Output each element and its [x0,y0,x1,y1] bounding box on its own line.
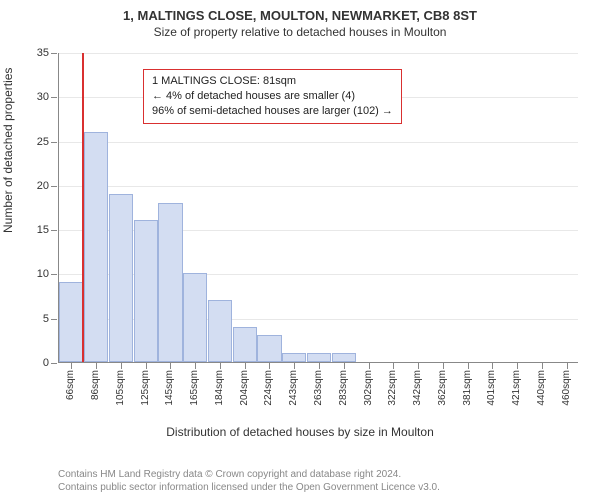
y-tick-label: 5 [43,313,49,325]
histogram-bar [257,335,281,362]
histogram-bar [208,300,232,362]
y-axis-title: Number of detached properties [1,68,15,233]
histogram-bar [183,273,207,362]
x-tick [492,363,493,369]
footer-attribution: Contains HM Land Registry data © Crown c… [58,468,440,494]
annotation-box: 1 MALTINGS CLOSE: 81sqm ← 4% of detached… [143,69,402,124]
property-marker-line [82,53,84,362]
histogram-bar [282,353,306,362]
x-tick-label: 421sqm [511,370,522,406]
x-tick-label: 342sqm [412,370,423,406]
y-tick [51,274,57,275]
x-tick [220,363,221,369]
y-tick-label: 20 [37,180,49,192]
x-tick-label: 302sqm [363,370,374,406]
gridline-h [59,186,578,187]
histogram-bar [84,132,108,362]
x-tick [146,363,147,369]
x-tick [369,363,370,369]
x-tick [121,363,122,369]
x-tick [517,363,518,369]
x-tick [245,363,246,369]
y-tick [51,230,57,231]
x-tick-label: 460sqm [561,370,572,406]
x-tick [542,363,543,369]
x-tick [195,363,196,369]
x-axis-title: Distribution of detached houses by size … [0,423,600,439]
annotation-line: 1 MALTINGS CLOSE: 81sqm [152,74,393,89]
x-tick [418,363,419,369]
x-tick-label: 165sqm [189,370,200,406]
x-tick-label: 66sqm [65,370,76,400]
chart-title-sub: Size of property relative to detached ho… [0,23,600,43]
x-tick-label: 263sqm [313,370,324,406]
y-tick-label: 35 [37,47,49,59]
x-tick-label: 224sqm [263,370,274,406]
plot-area: 0510152025303566sqm86sqm105sqm125sqm145s… [58,53,578,363]
histogram-bar [233,327,257,362]
histogram-bar [109,194,133,362]
y-tick [51,319,57,320]
x-tick-label: 125sqm [140,370,151,406]
x-tick-label: 145sqm [164,370,175,406]
x-tick [96,363,97,369]
x-tick-label: 381sqm [462,370,473,406]
x-tick [344,363,345,369]
y-tick [51,186,57,187]
x-tick-label: 86sqm [90,370,101,400]
y-tick [51,97,57,98]
x-tick-label: 440sqm [536,370,547,406]
x-tick [393,363,394,369]
histogram-bar [158,203,182,362]
x-tick [468,363,469,369]
annotation-line: 96% of semi-detached houses are larger (… [152,104,393,119]
y-tick-label: 10 [37,268,49,280]
y-tick-label: 30 [37,91,49,103]
x-tick-label: 362sqm [437,370,448,406]
y-tick [51,142,57,143]
x-tick [443,363,444,369]
gridline-h [59,53,578,54]
histogram-bar [307,353,331,362]
x-tick-label: 322sqm [387,370,398,406]
x-tick [319,363,320,369]
y-tick-label: 15 [37,224,49,236]
histogram-bar [59,282,83,362]
x-tick-label: 401sqm [486,370,497,406]
x-tick [294,363,295,369]
chart-container: Number of detached properties 0510152025… [0,43,600,423]
histogram-bar [332,353,356,362]
annotation-line: ← 4% of detached houses are smaller (4) [152,89,393,104]
x-tick [71,363,72,369]
y-tick [51,363,57,364]
x-tick-label: 283sqm [338,370,349,406]
x-tick-label: 184sqm [214,370,225,406]
x-tick [269,363,270,369]
footer-line: Contains public sector information licen… [58,481,440,494]
chart-title-main: 1, MALTINGS CLOSE, MOULTON, NEWMARKET, C… [0,0,600,23]
y-tick-label: 0 [43,357,49,369]
y-tick-label: 25 [37,136,49,148]
x-tick [567,363,568,369]
x-tick-label: 204sqm [239,370,250,406]
y-tick [51,53,57,54]
gridline-h [59,142,578,143]
footer-line: Contains HM Land Registry data © Crown c… [58,468,440,481]
x-tick [170,363,171,369]
x-tick-label: 105sqm [115,370,126,406]
histogram-bar [134,220,158,362]
x-tick-label: 243sqm [288,370,299,406]
